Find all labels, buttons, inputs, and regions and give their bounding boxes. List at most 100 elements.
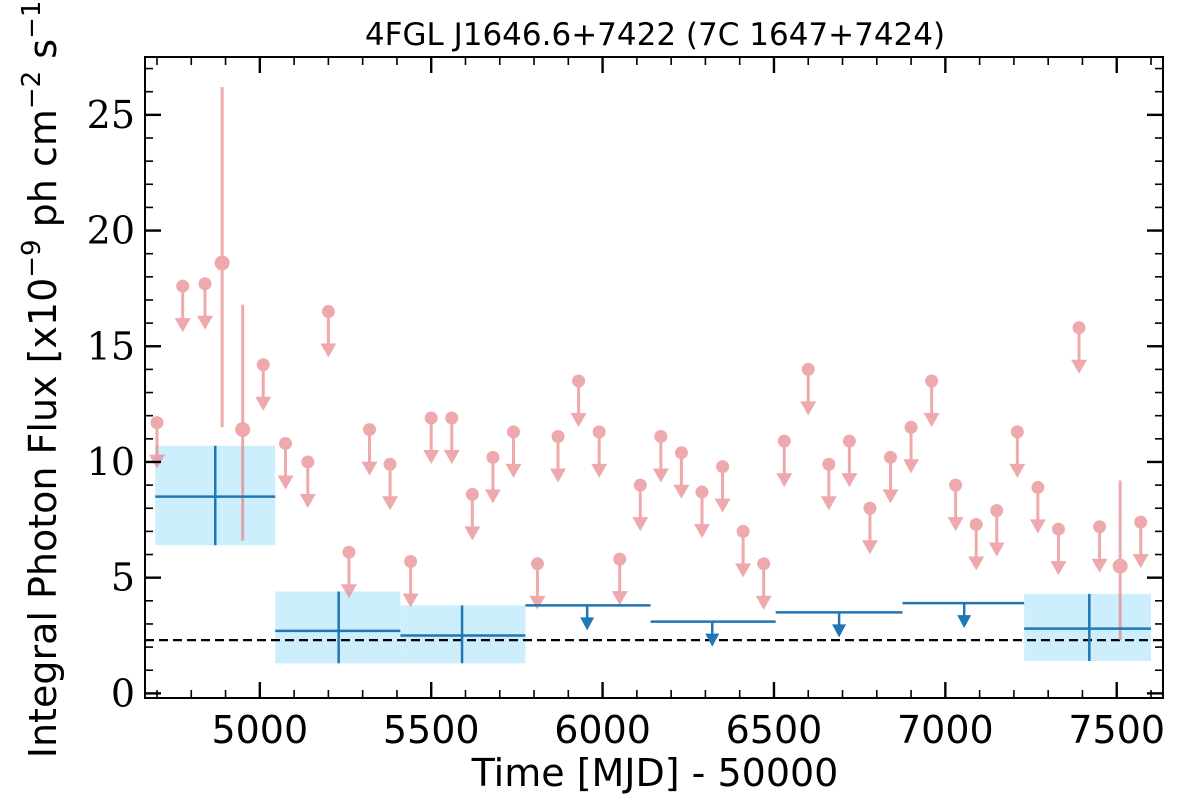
upper-limit-point-31 — [842, 434, 856, 448]
y-tick-label-0: 0 — [111, 671, 135, 715]
short-bin-upper-limit-15 — [505, 425, 522, 478]
upper-limit-arrowhead-3 — [255, 396, 272, 411]
x-tick-label-5500: 5500 — [383, 708, 480, 752]
upper-limit-point-38 — [990, 504, 1004, 518]
upper-limit-point-44 — [1134, 515, 1148, 529]
upper-limit-arrowhead-19 — [591, 463, 608, 478]
upper-limit-point-13 — [465, 487, 479, 501]
upper-limit-point-30 — [822, 457, 836, 471]
long-bin-ul-arrowhead-0 — [580, 617, 595, 631]
upper-limit-arrowhead-4 — [277, 475, 294, 490]
long-bin-ul-arrowhead-1 — [705, 633, 720, 647]
y-tick-label-10: 10 — [87, 440, 135, 484]
short-bin-upper-limit-11 — [423, 411, 440, 464]
upper-limit-arrowhead-21 — [632, 517, 649, 532]
short-bin-upper-limit-13 — [464, 487, 481, 541]
upper-limit-arrowhead-40 — [1029, 519, 1046, 534]
short-bin-upper-limit-29 — [800, 362, 817, 416]
short-bin-upper-limit-16 — [529, 557, 546, 610]
upper-limit-arrowhead-30 — [820, 496, 837, 511]
upper-limit-arrowhead-23 — [673, 484, 690, 499]
upper-limit-arrowhead-16 — [529, 595, 546, 610]
short-bin-upper-limit-20 — [611, 552, 628, 606]
short-bin-upper-limit-9 — [382, 457, 399, 511]
short-bin-upper-limit-43 — [1091, 520, 1108, 573]
upper-limit-arrowhead-42 — [1071, 359, 1088, 374]
upper-limit-point-27 — [757, 557, 771, 571]
x-tick-label-6000: 6000 — [554, 708, 651, 752]
short-bin-upper-limit-24 — [693, 485, 710, 539]
upper-limit-point-39 — [1010, 425, 1024, 439]
long-bin-series — [155, 445, 1152, 664]
upper-limit-point-16 — [530, 557, 544, 571]
short-bin-upper-limit-12 — [443, 411, 460, 464]
upper-limit-arrowhead-9 — [382, 496, 399, 511]
short-bin-upper-limit-27 — [755, 557, 772, 610]
short-bin-upper-limit-23 — [673, 446, 690, 499]
upper-limit-arrowhead-28 — [776, 473, 793, 488]
upper-limit-arrowhead-27 — [755, 595, 772, 610]
short-bin-upper-limit-38 — [988, 504, 1005, 557]
upper-limit-arrowhead-34 — [903, 459, 920, 474]
upper-limit-point-4 — [279, 436, 293, 450]
x-tick-labels: 5000 5500 6000 6500 7000 7500 — [211, 708, 1165, 752]
upper-limit-point-2 — [198, 277, 212, 291]
short-bin-series — [148, 87, 1149, 641]
upper-limit-point-12 — [445, 411, 459, 425]
upper-limit-point-26 — [736, 524, 750, 538]
upper-limit-arrowhead-18 — [570, 412, 587, 427]
upper-limit-point-42 — [1072, 321, 1086, 335]
short-bin-upper-limit-10 — [402, 554, 419, 608]
short-bin-upper-limit-22 — [652, 430, 669, 483]
upper-limit-point-15 — [506, 425, 520, 439]
upper-limit-point-11 — [424, 411, 438, 425]
upper-limit-arrowhead-36 — [947, 517, 964, 532]
upper-limit-point-40 — [1031, 480, 1045, 494]
upper-limit-point-14 — [486, 450, 500, 464]
upper-limit-point-41 — [1051, 522, 1065, 536]
upper-limit-point-7 — [342, 545, 356, 559]
upper-limit-arrowhead-12 — [443, 449, 460, 464]
short-bin-upper-limit-39 — [1009, 425, 1026, 478]
y-tick-label-5: 5 — [111, 556, 135, 600]
short-bin-upper-limit-5 — [299, 455, 316, 508]
upper-limit-arrowhead-31 — [841, 473, 858, 488]
upper-limit-point-18 — [572, 374, 586, 388]
upper-limit-point-3 — [256, 358, 270, 372]
upper-limit-arrowhead-35 — [923, 412, 940, 427]
upper-limit-arrowhead-8 — [361, 461, 378, 476]
upper-limit-arrowhead-33 — [882, 489, 899, 504]
upper-limit-arrowhead-10 — [402, 593, 419, 608]
x-tick-label-5000: 5000 — [211, 708, 308, 752]
x-tick-label-6500: 6500 — [726, 708, 823, 752]
short-bin-upper-limit-40 — [1029, 480, 1046, 534]
upper-limit-arrowhead-41 — [1050, 561, 1067, 576]
short-bin-detection-1 — [235, 304, 251, 541]
short-bin-detection-2 — [1112, 480, 1128, 641]
upper-limit-arrowhead-43 — [1091, 558, 1108, 573]
upper-limit-point-10 — [404, 554, 418, 568]
upper-limit-arrowhead-44 — [1132, 554, 1149, 569]
short-bin-upper-limit-25 — [714, 460, 731, 513]
y-tick-label-25: 25 — [87, 93, 135, 137]
upper-limit-point-32 — [863, 501, 877, 515]
upper-limit-point-5 — [301, 455, 315, 469]
upper-limit-arrowhead-15 — [505, 463, 522, 478]
upper-limit-arrowhead-6 — [320, 343, 337, 358]
upper-limit-point-28 — [777, 434, 791, 448]
upper-limit-point-29 — [801, 362, 815, 376]
upper-limit-arrowhead-25 — [714, 498, 731, 513]
short-bin-upper-limit-31 — [841, 434, 858, 488]
upper-limit-arrowhead-38 — [988, 542, 1005, 557]
short-bin-upper-limit-41 — [1050, 522, 1067, 576]
short-bin-upper-limit-3 — [255, 358, 272, 411]
upper-limit-arrowhead-22 — [652, 468, 669, 483]
short-bin-detection-0 — [214, 87, 230, 428]
upper-limit-point-21 — [633, 478, 647, 492]
detection-point-1 — [235, 422, 251, 438]
x-axis-label: Time [MJD] - 50000 — [471, 751, 839, 795]
x-tick-label-7000: 7000 — [897, 708, 994, 752]
plot-frame — [144, 56, 1164, 699]
upper-limit-point-37 — [969, 517, 983, 531]
axis-ticks — [145, 57, 1163, 698]
